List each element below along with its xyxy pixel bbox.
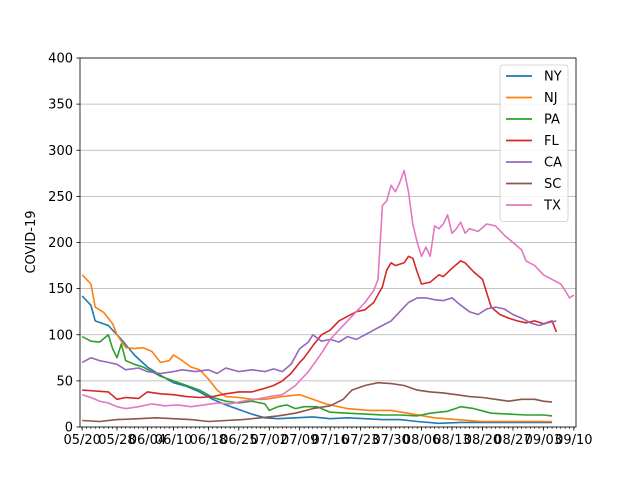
x-tick-label: 08/20	[464, 433, 501, 448]
y-tick-label: 250	[48, 190, 73, 205]
legend-box	[499, 64, 569, 222]
y-tick-label: 50	[56, 374, 73, 389]
y-axis-label: COVID-19	[24, 210, 39, 273]
x-tick-label: 06/04	[129, 433, 166, 448]
series-lines	[81, 169, 575, 425]
y-tick-label: 150	[48, 282, 73, 297]
series-line-nj	[81, 274, 553, 423]
x-tick-label: 07/16	[311, 433, 348, 448]
x-tick-label: 06/25	[220, 433, 257, 448]
y-tick-label: 100	[48, 328, 73, 343]
x-tick-label: 05/28	[98, 433, 135, 448]
legend-label-pa: PA	[544, 113, 560, 128]
legend-label-ca: CA	[544, 156, 562, 171]
x-tick-label: 07/30	[372, 433, 409, 448]
legend-label-fl: FL	[544, 134, 559, 149]
series-line-fl	[82, 255, 558, 401]
legend: NY NJ PA FL CA SC TX	[499, 64, 569, 222]
y-tick-label: 350	[48, 98, 73, 113]
x-axis: 05/2005/2806/0406/1006/1806/2507/0207/09…	[63, 427, 593, 448]
legend-label-ny: NY	[544, 70, 562, 85]
series-line-sc	[82, 381, 553, 423]
x-tick-label: 08/06	[403, 433, 440, 448]
y-tick-label: 0	[65, 421, 73, 436]
series-line-pa	[81, 333, 553, 417]
legend-label-nj: NJ	[544, 91, 558, 106]
x-tick-label: 09/03	[525, 433, 562, 448]
x-tick-label: 05/20	[63, 433, 100, 448]
y-tick-label: 200	[48, 236, 73, 251]
x-tick-label: 06/18	[190, 433, 227, 448]
x-tick-label: 08/13	[433, 433, 470, 448]
legend-label-sc: SC	[544, 177, 561, 192]
x-tick-label: 06/10	[155, 433, 192, 448]
series-line-ca	[81, 297, 557, 375]
y-tick-label: 400	[48, 52, 73, 67]
legend-label-tx: TX	[543, 199, 561, 214]
x-tick-label: 09/10	[555, 433, 592, 448]
y-axis: 0 50 100 150 200 250 300 350 400	[48, 52, 80, 436]
x-tick-label: 08/27	[494, 433, 531, 448]
x-tick-label: 07/09	[281, 433, 318, 448]
x-tick-label: 07/23	[342, 433, 379, 448]
x-tick-label: 07/02	[251, 433, 288, 448]
series-line-tx	[81, 169, 575, 410]
y-tick-label: 300	[48, 144, 73, 159]
